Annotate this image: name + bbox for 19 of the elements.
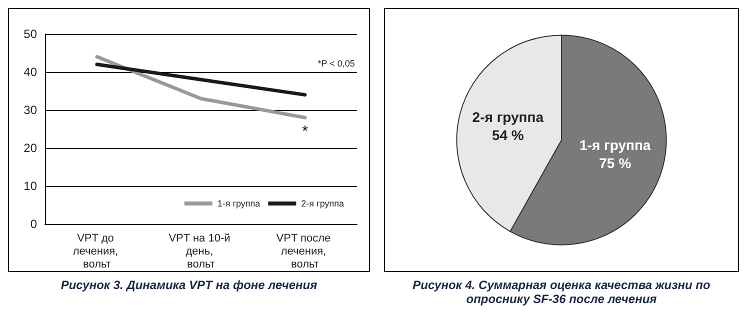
y-tick-label: 30 [24, 103, 38, 117]
text: Рисунок 3. Динамика VPT на фоне лечения [60, 278, 318, 292]
slice-label: 1-я группа [579, 137, 651, 154]
text: Рисунок 4. Суммарная оценка качества жизни по опроснику SF-36 после лечения [412, 278, 712, 306]
y-tick-label: 10 [24, 179, 38, 193]
slice-label: 2-я группа [472, 108, 544, 125]
annotation: *P < 0,05 [318, 58, 355, 68]
y-tick-label: 20 [24, 141, 38, 155]
data-label: 54 % [492, 126, 524, 143]
x-tick-label: VPT до лечения, вольт [72, 232, 122, 270]
legend-label: 1-я группа [217, 198, 260, 208]
y-tick-label: 40 [24, 65, 38, 79]
data-label: 75 % [599, 155, 632, 172]
x-tick-label: VPT на 10-й день, вольт [168, 232, 234, 270]
y-tick-label: 50 [24, 27, 38, 41]
x-tick-label: VPT после лечения, вольт [276, 232, 334, 270]
annotation: * [302, 123, 308, 140]
y-tick-label: 0 [30, 217, 38, 231]
legend-label: 2-я группа [301, 198, 344, 208]
